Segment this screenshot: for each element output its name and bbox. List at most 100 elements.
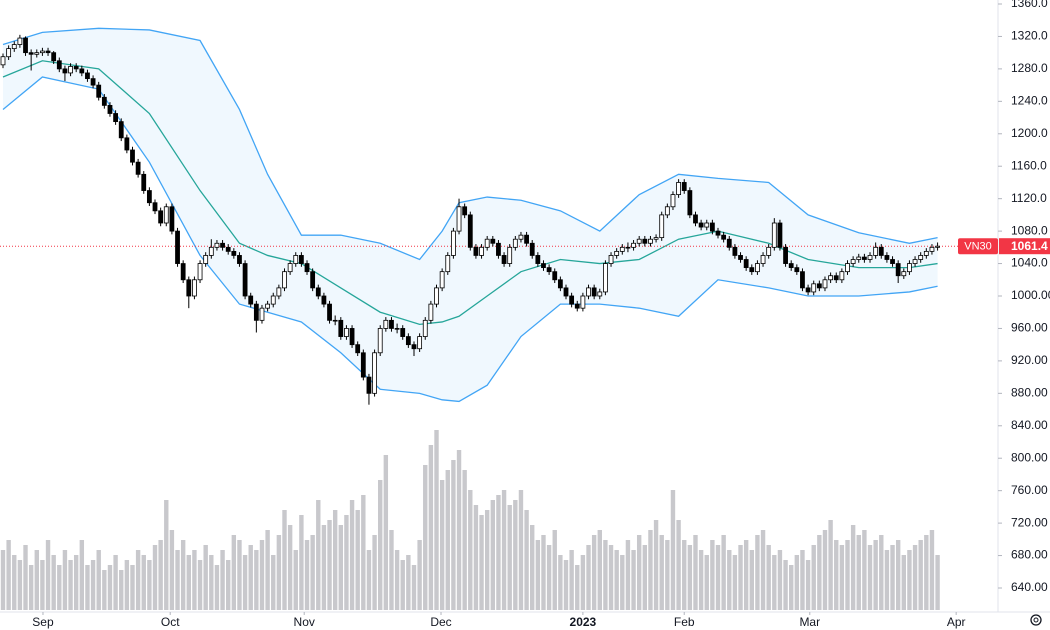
candle-body xyxy=(146,190,152,204)
candle-body xyxy=(670,194,676,208)
volume-bar xyxy=(186,555,191,610)
candle-body xyxy=(90,78,96,86)
volume-bar xyxy=(96,550,101,610)
candle-body xyxy=(0,56,6,66)
candle-body xyxy=(479,246,484,256)
volume-bar xyxy=(107,565,113,610)
volume-bar xyxy=(755,535,760,610)
volume-bar xyxy=(445,470,450,610)
y-tick-label: 1120.0 xyxy=(1011,191,1047,205)
volume-bar xyxy=(310,535,315,610)
volume-bar xyxy=(355,510,360,610)
candle-body xyxy=(141,173,147,191)
gear-center[interactable] xyxy=(1033,617,1039,623)
volume-bar xyxy=(164,500,169,610)
candle-body xyxy=(597,291,603,297)
candle-body xyxy=(636,238,642,244)
candle-body xyxy=(467,214,473,248)
candle-body xyxy=(653,237,659,240)
volume-bar xyxy=(79,540,85,610)
candle-body xyxy=(208,246,214,256)
volume-bar xyxy=(287,525,293,610)
candle-body xyxy=(895,263,901,277)
volume-bar xyxy=(17,560,23,610)
volume-bar xyxy=(439,480,445,610)
volume-bar xyxy=(856,535,861,610)
volume-bar xyxy=(417,540,422,610)
volume-bar xyxy=(203,545,208,610)
volume-bar xyxy=(850,525,856,610)
candle-body xyxy=(861,256,867,260)
volume-bar xyxy=(327,520,332,610)
volume-bar xyxy=(563,560,569,610)
candle-body xyxy=(6,48,12,58)
candle-body xyxy=(552,271,558,281)
volume-bar xyxy=(879,535,884,610)
candle-body xyxy=(259,307,265,321)
volume-bar xyxy=(805,560,811,610)
candle-body xyxy=(422,319,428,337)
candle-body xyxy=(158,210,164,224)
gear[interactable] xyxy=(1030,614,1042,626)
volume-bar xyxy=(23,545,28,610)
volume-bar xyxy=(884,550,890,610)
volume-bar xyxy=(113,555,118,610)
candle-body xyxy=(389,319,394,329)
candle-body xyxy=(315,287,321,297)
volume-bar xyxy=(423,465,428,610)
candle-body xyxy=(287,263,293,273)
y-tick-label: 1240.0 xyxy=(1011,94,1048,108)
candle-body xyxy=(130,149,135,163)
volume-bar xyxy=(591,535,597,610)
x-tick-label: 2023 xyxy=(570,615,597,629)
volume-bar xyxy=(226,560,231,610)
volume-bar xyxy=(372,535,377,610)
volume-bar xyxy=(73,555,79,610)
y-tick-label: 720.00 xyxy=(1011,515,1048,529)
candle-body xyxy=(811,283,817,293)
volume-bar xyxy=(507,505,512,610)
candle-body xyxy=(394,328,400,330)
y-tick-label: 1080.0 xyxy=(1011,223,1048,237)
candle-body xyxy=(135,161,141,175)
volume-bar xyxy=(817,535,822,610)
candle-body xyxy=(867,255,873,260)
candle-body xyxy=(901,271,907,277)
candle-body xyxy=(366,376,372,394)
candle-body xyxy=(755,263,760,273)
candle-body xyxy=(197,263,203,281)
volume-bar xyxy=(383,455,389,610)
volume-bar xyxy=(687,545,693,610)
candle-body xyxy=(873,246,879,256)
candle-body xyxy=(332,319,338,322)
candle-body xyxy=(85,72,90,80)
candle-body xyxy=(766,246,772,256)
volume-bar xyxy=(715,545,721,610)
volume-bar xyxy=(636,535,642,610)
volume-bar xyxy=(682,540,687,610)
volume-bar xyxy=(907,550,912,610)
volume-bar xyxy=(738,545,743,610)
candle-body xyxy=(405,336,411,346)
candle-body xyxy=(473,246,479,256)
candle-body xyxy=(816,283,822,289)
candle-body xyxy=(411,344,417,350)
volume-bar xyxy=(727,550,732,610)
y-tick-label: 1360.0 xyxy=(1011,0,1048,10)
candle-body xyxy=(434,287,439,305)
candle-body xyxy=(935,245,940,248)
volume-bar xyxy=(209,555,214,610)
candle-body xyxy=(743,259,749,269)
candle-body xyxy=(298,255,304,264)
volume-bar xyxy=(901,555,906,610)
volume-bar xyxy=(12,555,17,610)
volume-bar xyxy=(344,515,349,610)
candle-body xyxy=(591,287,597,297)
settings-icon[interactable] xyxy=(1030,614,1042,626)
volume-bar xyxy=(130,565,135,610)
volume-bar xyxy=(34,550,39,610)
volume-bar xyxy=(389,530,394,610)
volume-bar xyxy=(90,560,96,610)
candle-body xyxy=(417,336,423,350)
volume-bar xyxy=(366,550,372,610)
